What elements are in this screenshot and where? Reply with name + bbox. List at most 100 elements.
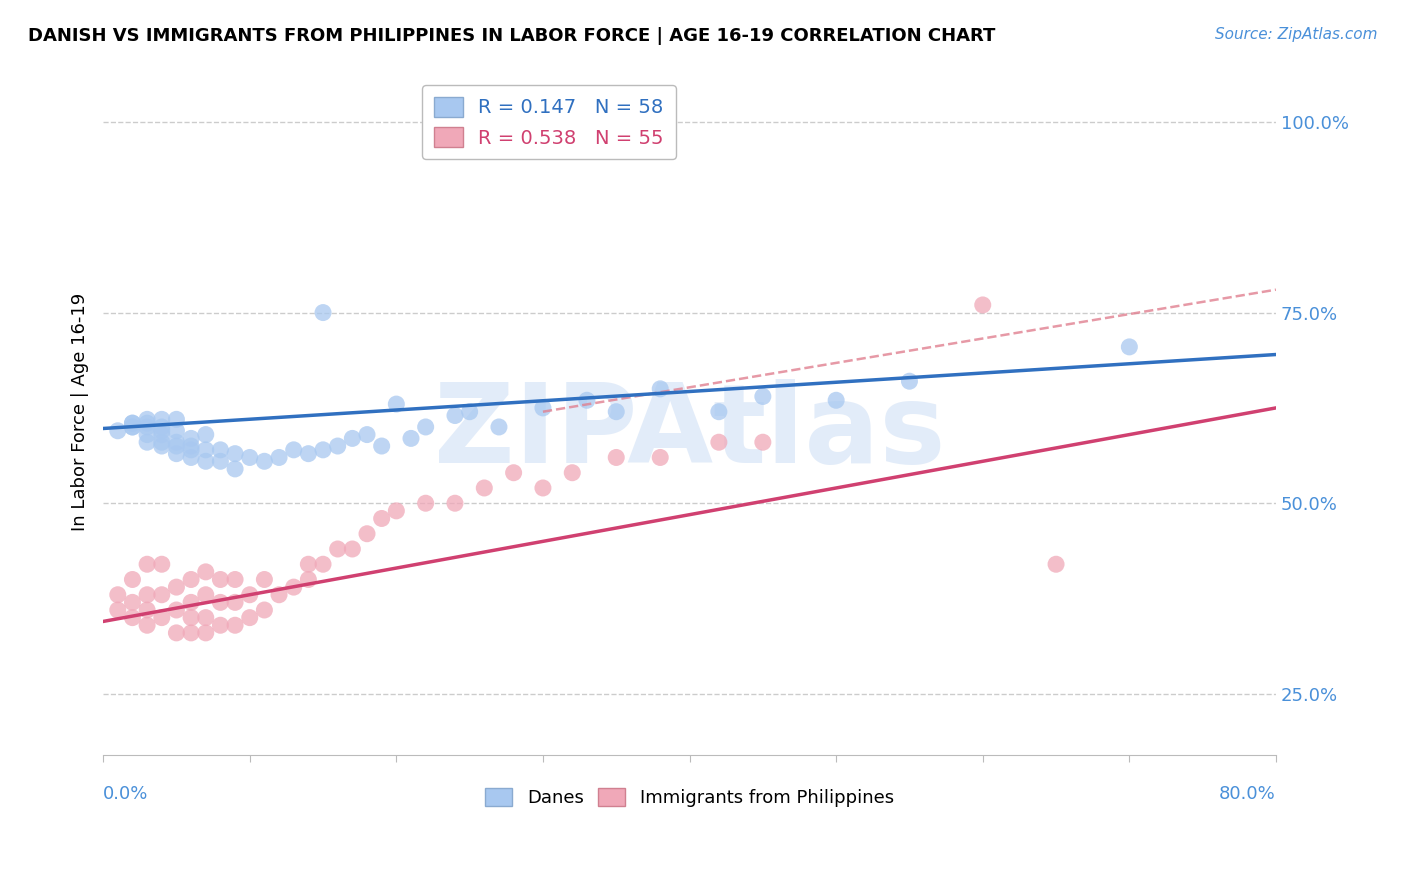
Point <box>121 416 143 430</box>
Text: 0.0%: 0.0% <box>103 786 149 804</box>
Point <box>707 405 730 419</box>
Point <box>180 573 202 587</box>
Point <box>707 435 730 450</box>
Text: DANISH VS IMMIGRANTS FROM PHILIPPINES IN LABOR FORCE | AGE 16-19 CORRELATION CHA: DANISH VS IMMIGRANTS FROM PHILIPPINES IN… <box>28 27 995 45</box>
Point <box>650 382 672 396</box>
Point <box>370 511 392 525</box>
Text: ZIPAtlas: ZIPAtlas <box>434 379 945 486</box>
Point <box>136 412 159 426</box>
Point <box>224 595 246 609</box>
Point <box>239 450 262 465</box>
Point <box>342 541 364 556</box>
Point <box>136 618 159 632</box>
Point <box>150 435 173 450</box>
Point <box>165 626 187 640</box>
Point <box>136 603 159 617</box>
Point <box>165 439 187 453</box>
Point <box>180 450 202 465</box>
Point <box>165 424 187 438</box>
Point <box>561 466 583 480</box>
Point <box>385 504 408 518</box>
Point <box>415 496 437 510</box>
Point <box>283 580 305 594</box>
Point <box>209 454 232 468</box>
Point <box>1118 340 1140 354</box>
Legend: Danes, Immigrants from Philippines: Danes, Immigrants from Philippines <box>478 780 901 814</box>
Point <box>165 447 187 461</box>
Point <box>107 603 129 617</box>
Point <box>253 573 276 587</box>
Point <box>136 588 159 602</box>
Point <box>356 427 378 442</box>
Point <box>180 595 202 609</box>
Point <box>342 431 364 445</box>
Point <box>385 397 408 411</box>
Point <box>150 427 173 442</box>
Point <box>165 603 187 617</box>
Point <box>488 420 510 434</box>
Point <box>312 558 335 572</box>
Point <box>209 618 232 632</box>
Point <box>253 454 276 468</box>
Point <box>415 420 437 434</box>
Point <box>605 450 627 465</box>
Point <box>898 374 921 388</box>
Point <box>458 405 481 419</box>
Point <box>107 424 129 438</box>
Point <box>121 610 143 624</box>
Point <box>399 431 422 445</box>
Point <box>136 420 159 434</box>
Point <box>150 420 173 434</box>
Point <box>194 565 217 579</box>
Point <box>224 573 246 587</box>
Y-axis label: In Labor Force | Age 16-19: In Labor Force | Age 16-19 <box>72 293 89 531</box>
Point <box>297 558 319 572</box>
Point <box>165 435 187 450</box>
Point <box>531 481 554 495</box>
Point <box>194 626 217 640</box>
Point <box>121 420 143 434</box>
Point <box>194 454 217 468</box>
Point <box>650 450 672 465</box>
Point <box>150 558 173 572</box>
Point <box>267 450 290 465</box>
Point <box>472 481 495 495</box>
Point <box>136 416 159 430</box>
Point <box>752 435 775 450</box>
Point <box>752 389 775 403</box>
Point <box>121 573 143 587</box>
Point <box>531 401 554 415</box>
Point <box>283 442 305 457</box>
Point <box>107 588 129 602</box>
Point <box>253 603 276 617</box>
Point <box>165 412 187 426</box>
Point <box>356 526 378 541</box>
Point <box>224 462 246 476</box>
Point <box>297 573 319 587</box>
Point <box>194 442 217 457</box>
Point <box>267 588 290 602</box>
Point <box>150 424 173 438</box>
Point <box>972 298 994 312</box>
Point <box>150 610 173 624</box>
Point <box>121 420 143 434</box>
Point <box>194 610 217 624</box>
Point <box>121 595 143 609</box>
Point <box>180 626 202 640</box>
Point <box>326 541 349 556</box>
Point <box>312 305 335 319</box>
Point <box>180 431 202 445</box>
Point <box>180 439 202 453</box>
Point <box>1045 558 1067 572</box>
Point <box>605 405 627 419</box>
Point <box>239 610 262 624</box>
Point <box>136 558 159 572</box>
Point <box>121 416 143 430</box>
Point <box>575 393 598 408</box>
Point <box>224 618 246 632</box>
Point <box>444 409 467 423</box>
Point <box>239 588 262 602</box>
Point <box>224 447 246 461</box>
Point <box>209 595 232 609</box>
Point <box>502 466 524 480</box>
